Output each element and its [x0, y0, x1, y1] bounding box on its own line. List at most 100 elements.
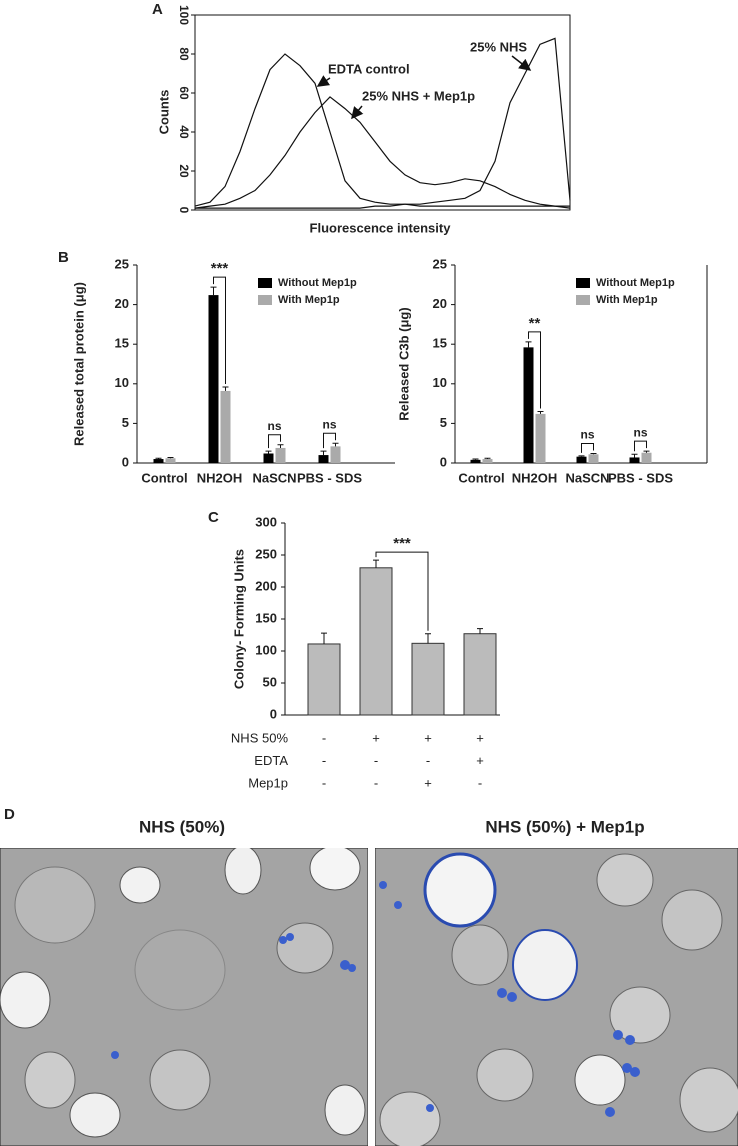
condition-value: -	[322, 775, 326, 790]
error-bar	[332, 442, 339, 447]
bar	[482, 459, 493, 463]
condition-value: -	[322, 753, 326, 768]
significance-label: ***	[393, 535, 411, 552]
error-bar	[167, 456, 174, 459]
legend-swatch	[258, 295, 272, 305]
legend-swatch	[576, 278, 590, 288]
micrograph-right	[375, 848, 738, 1146]
condition-label: Mep1p	[248, 775, 288, 790]
bar	[411, 642, 445, 716]
y-tick-label: 80	[177, 47, 191, 61]
y-tick-label: 300	[255, 514, 277, 529]
condition-value: +	[424, 775, 432, 790]
bar	[629, 457, 640, 463]
y-axis-label: Counts	[156, 90, 171, 135]
significance-label: ns	[580, 428, 594, 442]
legend-swatch	[258, 278, 272, 288]
error-bar	[631, 453, 638, 458]
x-tick-label: PBS - SDS	[297, 470, 362, 485]
error-bar	[525, 341, 532, 348]
y-tick-label: 10	[115, 375, 129, 390]
panel-label: A	[152, 1, 163, 18]
bar	[359, 567, 393, 716]
series-annotation: 25% NHS + Mep1p	[362, 88, 475, 103]
significance-bracket	[634, 440, 647, 452]
bar	[318, 455, 329, 463]
significance-bracket	[375, 551, 429, 631]
condition-value: +	[476, 730, 484, 745]
bar	[588, 454, 599, 463]
micrograph-left	[0, 848, 368, 1146]
bar	[263, 453, 274, 463]
y-tick-label: 15	[115, 336, 129, 351]
condition-value: -	[322, 730, 326, 745]
y-tick-label: 60	[177, 86, 191, 100]
y-axis-label: Released total protein (μg)	[71, 282, 86, 446]
error-bar	[643, 450, 650, 453]
y-tick-label: 15	[433, 336, 447, 351]
error-bar	[277, 444, 284, 448]
panel-label: D	[4, 806, 15, 823]
condition-value: -	[374, 775, 378, 790]
error-bar	[222, 386, 229, 391]
legend-label: Without Mep1p	[596, 277, 675, 289]
condition-value: -	[374, 753, 378, 768]
x-tick-label: NaSCN	[565, 470, 609, 485]
annotation-arrow	[511, 55, 532, 71]
x-tick-label: NH2OH	[512, 470, 558, 485]
error-bar	[425, 633, 431, 644]
x-tick-label: Control	[141, 470, 187, 485]
y-tick-label: 10	[433, 375, 447, 390]
y-tick-label: 0	[177, 207, 191, 214]
significance-label: ***	[211, 260, 229, 277]
condition-value: +	[372, 730, 380, 745]
y-tick-label: 200	[255, 578, 277, 593]
legend-label: With Mep1p	[596, 294, 658, 306]
y-tick-label: 0	[122, 454, 129, 469]
x-tick-label: NaSCN	[252, 470, 296, 485]
x-tick-label: NH2OH	[197, 470, 243, 485]
bar	[523, 347, 534, 463]
significance-label: ns	[267, 419, 281, 433]
error-bar	[484, 457, 491, 460]
y-tick-label: 25	[433, 256, 447, 271]
legend-label: Without Mep1p	[278, 277, 357, 289]
condition-label: NHS 50%	[231, 730, 289, 745]
condition-value: +	[476, 753, 484, 768]
y-tick-label: 50	[263, 674, 277, 689]
error-bar	[265, 450, 272, 454]
panel-label: C	[208, 509, 219, 526]
condition-value: -	[426, 753, 430, 768]
error-bar	[590, 452, 597, 455]
y-tick-label: 5	[122, 415, 129, 430]
bar	[220, 390, 231, 463]
condition-label: EDTA	[254, 753, 288, 768]
condition-value: +	[424, 730, 432, 745]
bar	[576, 456, 587, 463]
bar	[307, 643, 341, 716]
y-tick-label: 250	[255, 546, 277, 561]
bar	[330, 446, 341, 463]
y-tick-label: 20	[433, 296, 447, 311]
error-bar	[320, 450, 327, 456]
error-bar	[578, 455, 585, 457]
bar	[463, 633, 497, 716]
x-tick-label: PBS - SDS	[608, 470, 673, 485]
line-series	[194, 53, 570, 207]
legend-swatch	[576, 295, 590, 305]
y-tick-label: 100	[177, 5, 191, 25]
bar	[275, 447, 286, 463]
y-tick-label: 40	[177, 125, 191, 139]
y-tick-label: 5	[440, 415, 447, 430]
significance-bracket	[323, 432, 336, 449]
significance-label: ns	[633, 425, 647, 439]
error-bar	[477, 628, 483, 634]
bar	[470, 459, 481, 463]
panel-label: B	[58, 249, 69, 266]
bar	[153, 459, 164, 463]
x-tick-label: Control	[458, 470, 504, 485]
y-axis-label: Colony- Forming Units	[231, 549, 246, 689]
line-series	[195, 37, 571, 209]
significance-label: ns	[322, 417, 336, 431]
legend-label: With Mep1p	[278, 294, 340, 306]
